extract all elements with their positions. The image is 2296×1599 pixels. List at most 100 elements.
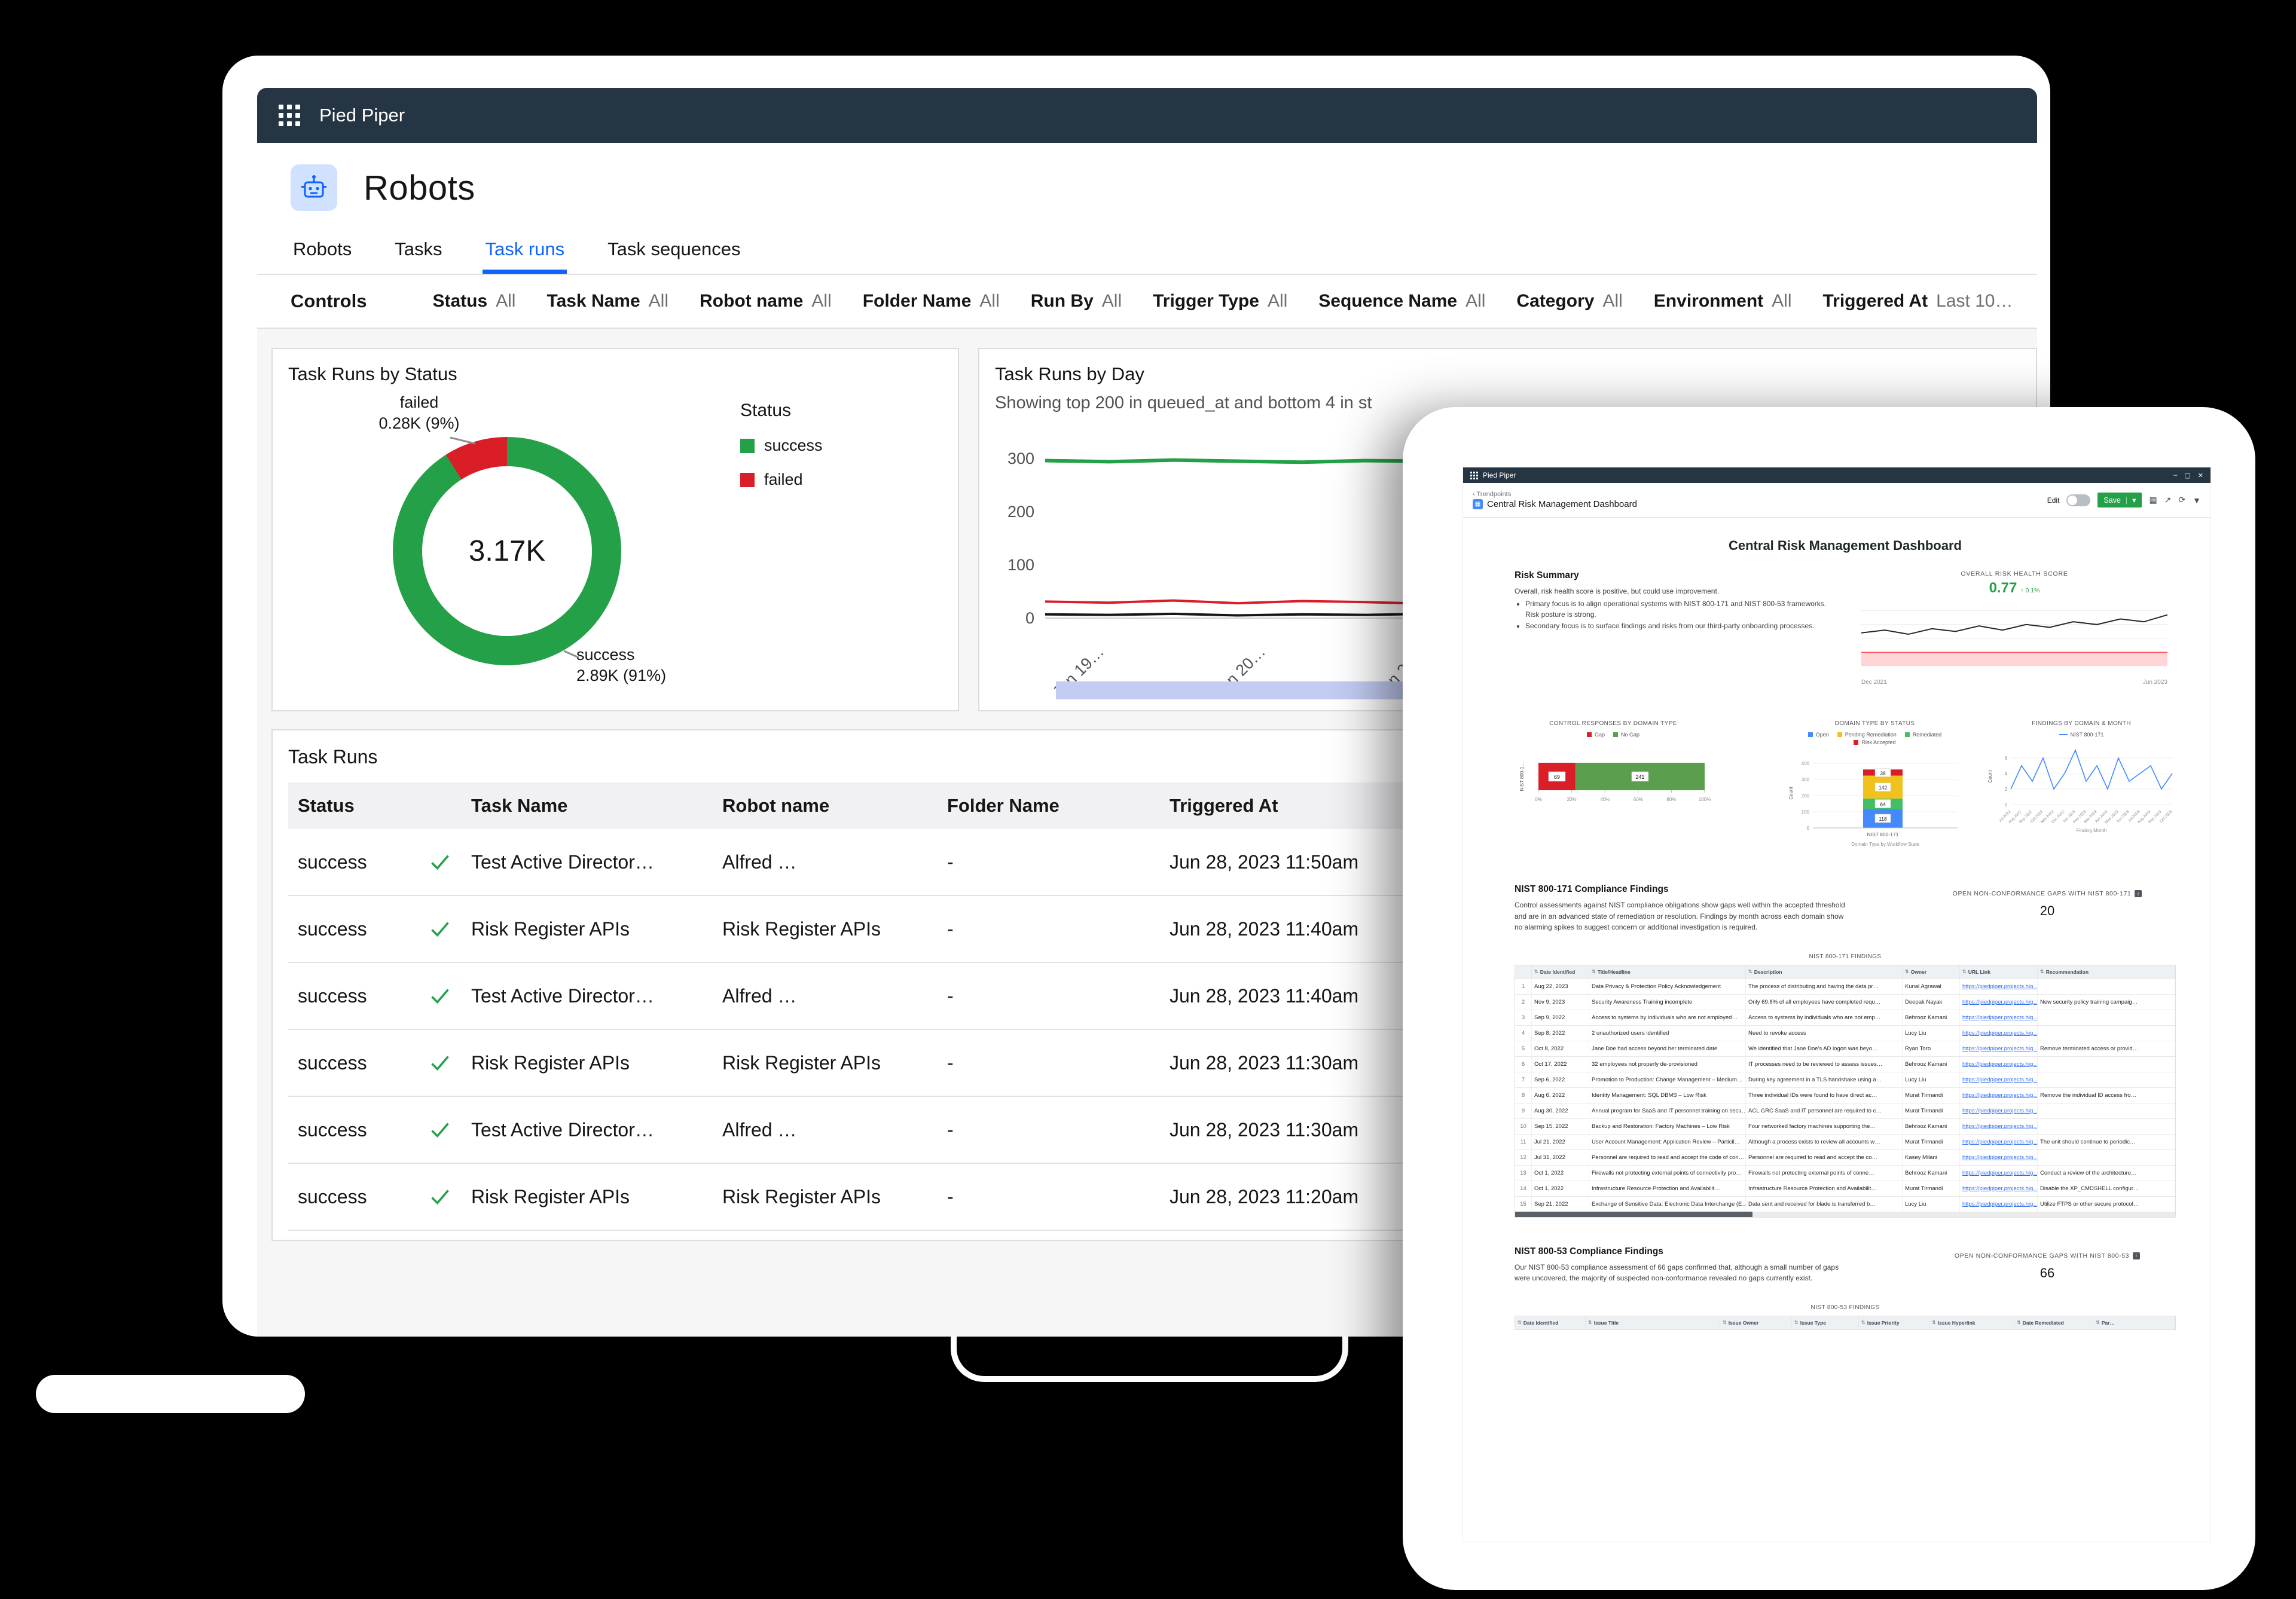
findings-row[interactable]: 14 Oct 1, 2022 Infrastructure Resource P… [1515, 1180, 2175, 1196]
table-row[interactable]: success Test Active Director… Alfred … -… [288, 963, 2036, 1030]
finding-url-link[interactable]: https://piedpiper.projects.hig… [1960, 1056, 2038, 1072]
legend-item[interactable]: Open [1808, 732, 1829, 738]
finding-url-link[interactable]: https://piedpiper.projects.hig… [1960, 1118, 2038, 1134]
findings-table-scrollbar[interactable] [1515, 1211, 2175, 1217]
svg-text:40%: 40% [1600, 797, 1610, 802]
findings-row[interactable]: 2 Nov 9, 2023 Security Awareness Trainin… [1515, 993, 2175, 1010]
findings-row[interactable]: 3 Sep 9, 2022 Access to systems by indiv… [1515, 1009, 2175, 1025]
finding-url-link[interactable]: https://piedpiper.projects.hig… [1960, 1041, 2038, 1056]
findings-row[interactable]: 5 Oct 8, 2022 Jane Doe had access beyond… [1515, 1040, 2175, 1056]
refresh-icon[interactable]: ⟳ [2178, 495, 2186, 505]
col-status[interactable]: Status [298, 795, 355, 816]
finding-title: Promotion to Production: Change Manageme… [1589, 1072, 1746, 1087]
finding-url-link[interactable]: https://piedpiper.projects.hig… [1960, 979, 2038, 994]
findings-row[interactable]: 12 Jul 31, 2022 Personnel are required t… [1515, 1149, 2175, 1165]
tab-task-sequences[interactable]: Task sequences [607, 239, 741, 259]
maximize-icon[interactable]: ▢ [2184, 472, 2191, 479]
findings-row[interactable]: 6 Oct 17, 2022 32 employees not properly… [1515, 1056, 2175, 1072]
grid-view-icon[interactable]: ▦ [2149, 495, 2157, 505]
legend-item[interactable]: No Gap [1613, 732, 1639, 738]
legend-item[interactable]: Risk Accepted [1854, 739, 1896, 745]
sort-icon: ⇅ [2017, 1320, 2021, 1326]
findings-row[interactable]: 11 Jul 21, 2022 User Account Management:… [1515, 1133, 2175, 1149]
tab-robots[interactable]: Robots [293, 239, 352, 259]
finding-url-link[interactable]: https://piedpiper.projects.hig… [1960, 1103, 2038, 1118]
col-robot-name[interactable]: Robot name [722, 795, 830, 816]
tab-tasks[interactable]: Tasks [395, 239, 442, 259]
findings-row[interactable]: 13 Oct 1, 2022 Firewalls not protecting … [1515, 1164, 2175, 1181]
legend-item[interactable]: Pending Remediation [1837, 732, 1897, 738]
findings-column-header[interactable]: ⇅ Issue Priority [1859, 1316, 1929, 1329]
filter-chip[interactable]: Category All [1516, 291, 1623, 311]
minimize-icon[interactable]: – [2173, 471, 2178, 479]
findings-column-header[interactable]: ⇅ Description [1746, 965, 1903, 979]
app-switcher-icon[interactable] [1470, 471, 1478, 479]
edit-toggle[interactable] [2066, 494, 2091, 506]
legend-item[interactable]: failed [740, 470, 823, 489]
finding-url-link[interactable]: https://piedpiper.projects.hig… [1960, 1181, 2038, 1196]
scrollbar-thumb[interactable] [1515, 1211, 1753, 1217]
finding-url-link[interactable]: https://piedpiper.projects.hig… [1960, 994, 2038, 1010]
finding-owner: Murat Tirmandi [1903, 1103, 1960, 1118]
finding-url-link[interactable]: https://piedpiper.projects.hig… [1960, 1196, 2038, 1212]
findings-column-header[interactable]: ⇅ Date Identified [1532, 965, 1589, 979]
filter-chip[interactable]: Run By All [1030, 291, 1122, 311]
findings-column-header[interactable]: ⇅ Issue Hyperlink [1929, 1316, 2014, 1329]
findings-column-header[interactable]: ⇅ Par… [2093, 1316, 2175, 1329]
table-row[interactable]: success Risk Register APIs Risk Register… [288, 896, 2036, 963]
table-row[interactable]: success Risk Register APIs Risk Register… [288, 1030, 2036, 1097]
share-icon[interactable]: ↗ [2164, 495, 2172, 505]
table-row[interactable]: success Risk Register APIs Risk Register… [288, 1164, 2036, 1231]
info-icon[interactable]: i [2133, 1252, 2141, 1259]
findings-row[interactable]: 8 Aug 6, 2022 Identity Management: SQL D… [1515, 1087, 2175, 1103]
close-icon[interactable]: ✕ [2197, 472, 2203, 479]
legend-item[interactable]: Gap [1586, 732, 1605, 738]
filter-chip[interactable]: Status All [432, 291, 516, 311]
findings-column-header[interactable]: ⇅ Date Identified [1515, 1316, 1586, 1329]
filter-chip[interactable]: Task Name All [546, 291, 669, 311]
finding-url-link[interactable]: https://piedpiper.projects.hig… [1960, 1149, 2038, 1165]
filter-chip[interactable]: Sequence Name All [1318, 291, 1486, 311]
filter-chip[interactable]: Environment All [1653, 291, 1792, 311]
legend-item[interactable]: NIST 800-171 [2059, 732, 2103, 738]
findings-column-header[interactable]: ⇅ Issue Owner [1720, 1316, 1792, 1329]
finding-url-link[interactable]: https://piedpiper.projects.hig… [1960, 1134, 2038, 1149]
tab-task-runs[interactable]: Task runs [483, 239, 567, 274]
findings-column-header[interactable]: ⇅ Owner [1903, 965, 1960, 979]
legend-item[interactable]: Remediated [1904, 732, 1941, 738]
findings-column-header[interactable]: ⇅ Title/Headline [1589, 965, 1746, 979]
finding-url-link[interactable]: https://piedpiper.projects.hig… [1960, 1165, 2038, 1181]
breadcrumb[interactable]: ‹ Trendpoints [1473, 491, 1512, 498]
findings-column-header[interactable]: ⇅ URL Link [1960, 965, 2038, 979]
findings-row[interactable]: 9 Aug 30, 2022 Annual program for SaaS a… [1515, 1102, 2175, 1118]
finding-url-link[interactable]: https://piedpiper.projects.hig… [1960, 1025, 2038, 1041]
finding-url-link[interactable]: https://piedpiper.projects.hig… [1960, 1010, 2038, 1025]
findings-row[interactable]: 10 Sep 15, 2022 Backup and Restoration: … [1515, 1118, 2175, 1134]
info-icon[interactable]: i [2135, 890, 2142, 897]
filter-chip[interactable]: Trigger Type All [1153, 291, 1288, 311]
findings-row[interactable]: 4 Sep 8, 2022 2 unauthorized users ident… [1515, 1025, 2175, 1041]
findings-row[interactable]: 1 Aug 22, 2023 Data Privacy & Protection… [1515, 978, 2175, 994]
findings-row[interactable]: 7 Sep 6, 2022 Promotion to Production: C… [1515, 1071, 2175, 1087]
findings-column-header[interactable]: ⇅ Date Remediated [2014, 1316, 2093, 1329]
app-switcher-icon[interactable] [279, 105, 300, 126]
filter-chip[interactable]: Folder Name All [862, 291, 1000, 311]
filter-chip[interactable]: Robot name All [700, 291, 832, 311]
col-task-name[interactable]: Task Name [471, 795, 568, 816]
finding-title: Data Privacy & Protection Policy Acknowl… [1589, 979, 1746, 994]
table-row[interactable]: success Test Active Director… Alfred … -… [288, 829, 2036, 896]
finding-url-link[interactable]: https://piedpiper.projects.hig… [1960, 1087, 2038, 1103]
filter-dropdown-icon[interactable]: ▼ [2193, 495, 2201, 505]
findings-row[interactable]: 15 Sep 21, 2022 Exchange of Sensitive Da… [1515, 1196, 2175, 1212]
col-folder-name[interactable]: Folder Name [947, 795, 1060, 816]
filter-chip[interactable]: Triggered At Last 10… [1822, 291, 2013, 311]
legend-item[interactable]: success [740, 436, 823, 455]
finding-title: Personnel are required to read and accep… [1589, 1149, 1746, 1165]
findings-column-header[interactable]: ⇅ Recommendation [2038, 965, 2175, 979]
findings-column-header[interactable]: ⇅ Issue Title [1586, 1316, 1720, 1329]
finding-url-link[interactable]: https://piedpiper.projects.hig… [1960, 1072, 2038, 1087]
table-row[interactable]: success Test Active Director… Alfred … -… [288, 1097, 2036, 1164]
findings-column-header[interactable]: ⇅ Issue Type [1792, 1316, 1859, 1329]
col-triggered-at[interactable]: Triggered At [1170, 795, 1278, 816]
save-button[interactable]: Save | ▾ [2097, 493, 2142, 507]
